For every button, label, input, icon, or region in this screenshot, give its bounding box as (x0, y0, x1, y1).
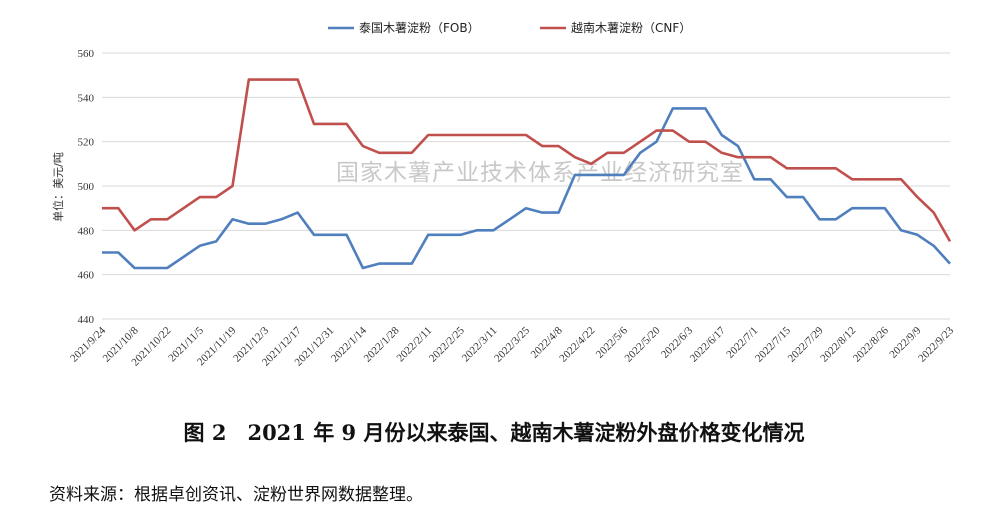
grid-lines (102, 52, 950, 320)
y-tick-label: 560 (78, 48, 95, 60)
y-tick-label: 500 (78, 181, 95, 193)
x-tick-label: 2022/6/17 (688, 324, 728, 364)
watermark-text: 国家木薯产业技术体系产业经济研究室 (336, 160, 744, 186)
series-line-1 (102, 78, 952, 243)
legend: 泰国木薯淀粉（FOB） 越南木薯淀粉（CNF） (328, 20, 691, 35)
series-line-0 (102, 107, 951, 270)
y-tick-label: 540 (78, 92, 95, 104)
y-tick-label: 480 (78, 225, 95, 237)
x-tick-label: 2022/5/20 (623, 324, 663, 364)
y-tick-label: 440 (78, 314, 95, 326)
y-tick-label: 520 (78, 137, 95, 149)
source-note: 资料来源：根据卓创资讯、淀粉世界网数据整理。 (49, 485, 423, 505)
legend-label-1: 越南木薯淀粉（CNF） (571, 20, 691, 35)
y-axis: 440 460 480 500 520 540 560 (78, 48, 95, 326)
line-chart: 440 460 480 500 520 540 560 2021/9/242021/10/8… (51, 20, 956, 369)
x-tick-label: 2022/9/23 (916, 324, 956, 364)
series-lines (102, 78, 952, 270)
y-axis-label: 单位：美元/吨 (51, 152, 65, 222)
x-tick-label: 2022/8/26 (851, 324, 891, 364)
x-tick-label: 2022/4/22 (557, 325, 597, 365)
figure-caption: 图 2 2021 年 9 月份以来泰国、越南木薯淀粉外盘价格变化情况 (183, 420, 805, 445)
y-tick-label: 460 (78, 270, 95, 282)
x-tick-label: 2022/3/25 (492, 324, 532, 364)
x-axis: 2021/9/242021/10/82021/10/222021/11/5202… (68, 324, 956, 368)
legend-label-0: 泰国木薯淀粉（FOB） (359, 21, 480, 35)
